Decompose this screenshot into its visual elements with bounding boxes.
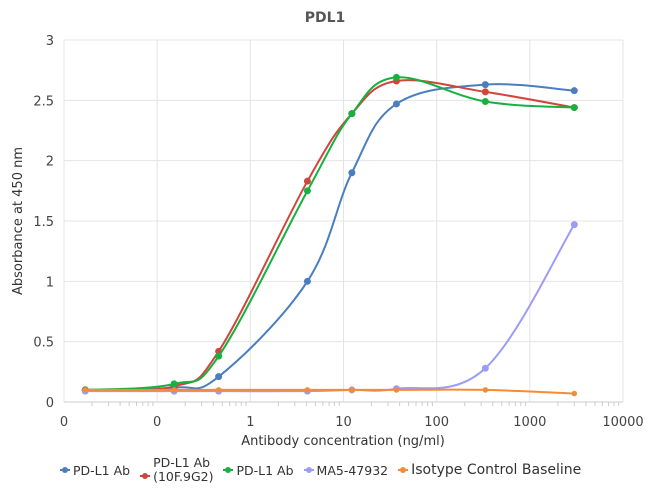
legend-label: PD-L1 Ab (10F.9G2): [153, 456, 213, 484]
data-point: [303, 277, 311, 285]
legend-item-pd-l1-ab[interactable]: PD-L1 Ab: [60, 463, 130, 478]
legend: PD-L1 Ab PD-L1 Ab (10F.9G2) PD-L1 Ab MA5-…: [60, 456, 591, 484]
data-point: [481, 364, 489, 372]
x-tick-label: 0: [153, 415, 161, 430]
data-point: [348, 169, 356, 177]
data-point: [481, 81, 489, 89]
data-point: [393, 387, 400, 393]
series-3: [81, 221, 578, 395]
data-point: [303, 187, 311, 195]
legend-label: Isotype Control Baseline: [411, 462, 582, 478]
legend-label-line: PD-L1 Ab: [153, 455, 211, 470]
series-line: [85, 224, 576, 393]
x-tick-label: 100: [424, 415, 449, 430]
x-axis-label: Antibody concentration (ng/ml): [241, 434, 445, 449]
data-point: [481, 98, 489, 106]
legend-item-pd-l1-ab-2[interactable]: PD-L1 Ab: [223, 462, 294, 478]
y-tick-label: 0.5: [33, 336, 54, 351]
legend-item-pd-l1-ab-10f9g2[interactable]: PD-L1 Ab (10F.9G2): [140, 456, 213, 484]
legend-label: MA5-47932: [316, 462, 389, 478]
x-axis-ticks: 0 0 1 10 100 1000 10000: [60, 415, 644, 430]
x-tick-label: 1: [246, 415, 254, 430]
data-point: [215, 352, 223, 360]
data-point: [215, 387, 222, 393]
series-line: [85, 79, 575, 392]
legend-label: PD-L1 Ab: [236, 462, 294, 478]
x-tick-label: 0: [60, 415, 68, 430]
legend-label: PD-L1 Ab: [73, 462, 131, 478]
series-line: [85, 83, 575, 391]
data-point: [570, 104, 578, 112]
data-point: [171, 387, 177, 393]
data-point: [482, 387, 489, 393]
grid: [63, 39, 624, 406]
data-point: [392, 100, 400, 108]
legend-marker: [223, 467, 234, 473]
data-point: [481, 88, 489, 96]
data-point: [304, 387, 311, 393]
data-point: [82, 387, 89, 393]
data-point: [392, 73, 400, 81]
series-4: [82, 387, 578, 397]
legend-marker: [60, 467, 70, 473]
data-point: [570, 87, 578, 95]
x-tick-label: 1000: [513, 415, 546, 430]
y-tick-label: 2: [46, 155, 54, 170]
legend-item-ma5-47932[interactable]: MA5-47932: [303, 462, 389, 478]
x-tick-label: 10000: [602, 415, 643, 430]
series-lines: [81, 73, 578, 397]
series-line: [85, 76, 575, 391]
y-tick-label: 0: [46, 396, 54, 411]
chart: PDL1 00.511.522.53 0 0 1 10 100 1000 10000 Ant…: [11, 10, 644, 449]
data-point: [170, 380, 178, 388]
data-point: [349, 387, 355, 393]
y-tick-label: 3: [46, 34, 54, 49]
data-point: [348, 110, 356, 118]
y-tick-label: 1.5: [33, 215, 54, 230]
data-point: [303, 177, 311, 185]
y-axis-ticks: 0 0.5 1 1.5 2 2.5 3: [33, 34, 54, 411]
data-point: [215, 373, 223, 381]
legend-marker: [140, 473, 151, 479]
y-axis-label: Absorbance at 450 nm: [11, 147, 26, 295]
legend-label-line: (10F.9G2): [153, 469, 214, 484]
legend-item-isotype-control[interactable]: Isotype Control Baseline: [398, 462, 581, 478]
y-tick-label: 1: [46, 275, 54, 290]
legend-marker: [398, 467, 409, 473]
x-tick-label: 10: [335, 415, 352, 430]
y-tick-label: 2.5: [33, 94, 54, 109]
data-point: [570, 221, 578, 229]
chart-title: PDL1: [305, 10, 346, 26]
legend-marker: [303, 467, 314, 473]
data-point: [571, 390, 578, 397]
